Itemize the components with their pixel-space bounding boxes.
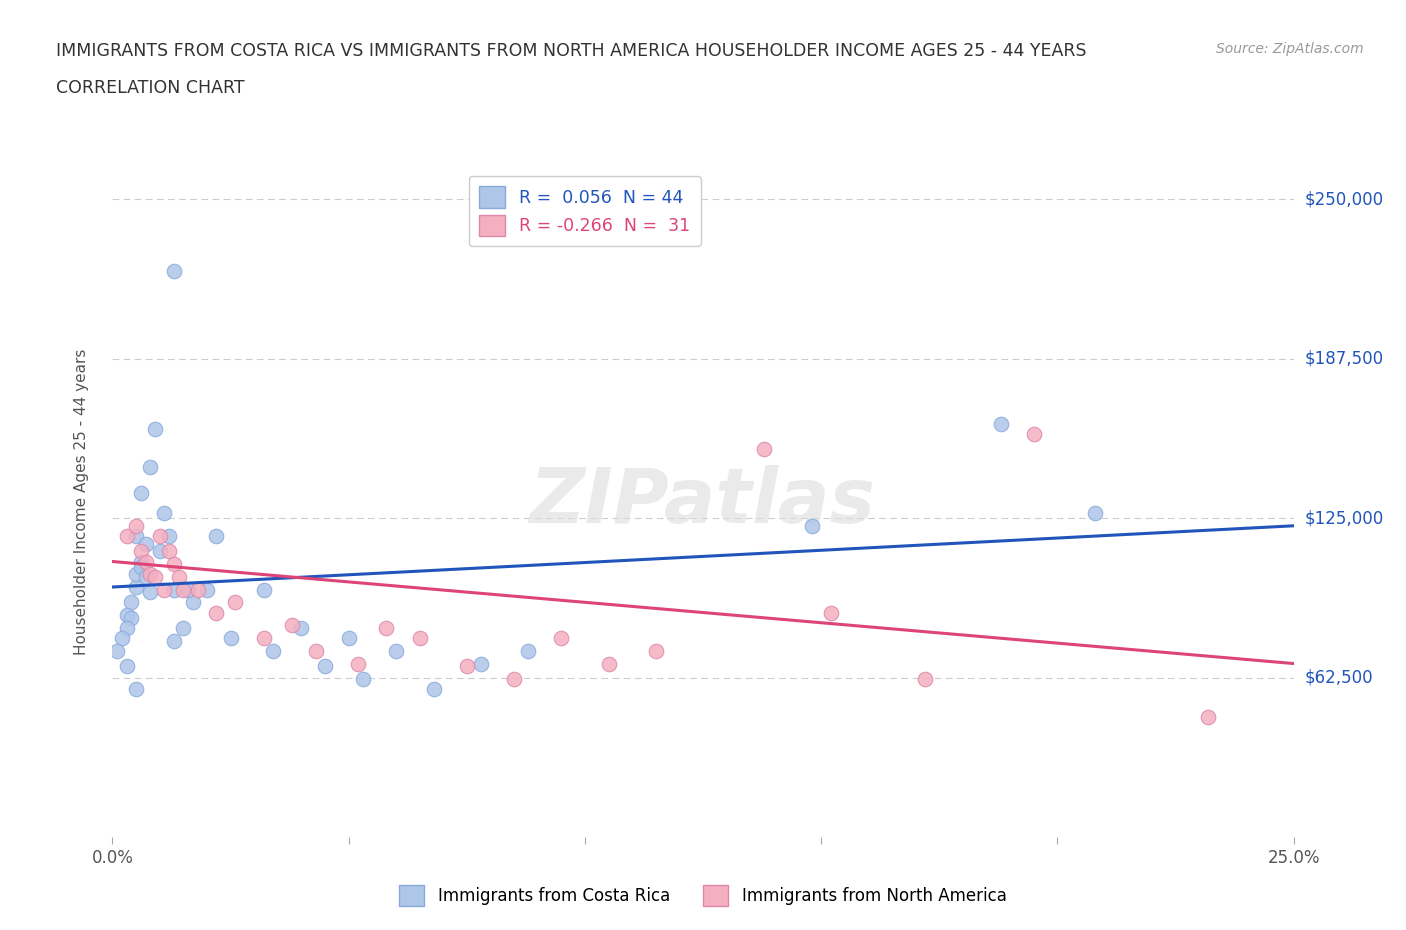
Point bbox=[598, 656, 620, 671]
Point bbox=[167, 569, 190, 584]
Point bbox=[172, 582, 194, 597]
Point bbox=[163, 263, 186, 278]
Point bbox=[115, 658, 138, 673]
Point bbox=[262, 644, 284, 658]
Point bbox=[820, 605, 842, 620]
Point bbox=[120, 595, 142, 610]
Point bbox=[149, 528, 172, 543]
Y-axis label: Householder Income Ages 25 - 44 years: Householder Income Ages 25 - 44 years bbox=[75, 349, 89, 656]
Point bbox=[115, 607, 138, 622]
Text: CORRELATION CHART: CORRELATION CHART bbox=[56, 79, 245, 97]
Point bbox=[120, 610, 142, 625]
Point bbox=[456, 658, 478, 673]
Point bbox=[157, 544, 180, 559]
Point bbox=[143, 569, 166, 584]
Legend: Immigrants from Costa Rica, Immigrants from North America: Immigrants from Costa Rica, Immigrants f… bbox=[392, 879, 1014, 912]
Point bbox=[139, 566, 162, 581]
Point bbox=[125, 566, 148, 581]
Point bbox=[153, 506, 176, 521]
Text: IMMIGRANTS FROM COSTA RICA VS IMMIGRANTS FROM NORTH AMERICA HOUSEHOLDER INCOME A: IMMIGRANTS FROM COSTA RICA VS IMMIGRANTS… bbox=[56, 42, 1087, 60]
Point bbox=[1022, 427, 1045, 442]
Point bbox=[157, 528, 180, 543]
Point bbox=[517, 644, 540, 658]
Text: $250,000: $250,000 bbox=[1305, 191, 1384, 208]
Text: $187,500: $187,500 bbox=[1305, 350, 1384, 367]
Point bbox=[195, 582, 218, 597]
Point bbox=[754, 442, 776, 457]
Text: $62,500: $62,500 bbox=[1305, 669, 1374, 686]
Point bbox=[914, 671, 936, 686]
Point bbox=[139, 585, 162, 600]
Point bbox=[177, 582, 200, 597]
Point bbox=[352, 671, 374, 686]
Point bbox=[1198, 710, 1220, 724]
Point bbox=[129, 559, 152, 574]
Point bbox=[129, 554, 152, 569]
Point bbox=[408, 631, 430, 645]
Point bbox=[111, 631, 134, 645]
Point bbox=[990, 417, 1012, 432]
Point bbox=[253, 582, 276, 597]
Point bbox=[125, 518, 148, 533]
Point bbox=[205, 528, 228, 543]
Point bbox=[115, 528, 138, 543]
Point bbox=[550, 631, 572, 645]
Point bbox=[290, 620, 312, 635]
Point bbox=[375, 620, 398, 635]
Point bbox=[115, 620, 138, 635]
Point bbox=[125, 579, 148, 594]
Point bbox=[105, 644, 128, 658]
Point bbox=[337, 631, 360, 645]
Point bbox=[163, 582, 186, 597]
Point bbox=[143, 421, 166, 436]
Point bbox=[503, 671, 526, 686]
Legend: R =  0.056  N = 44, R = -0.266  N =  31: R = 0.056 N = 44, R = -0.266 N = 31 bbox=[470, 176, 700, 246]
Point bbox=[149, 544, 172, 559]
Point bbox=[224, 595, 246, 610]
Point bbox=[125, 528, 148, 543]
Point bbox=[186, 582, 208, 597]
Point bbox=[1084, 506, 1107, 521]
Point bbox=[800, 518, 823, 533]
Point bbox=[644, 644, 666, 658]
Point bbox=[135, 554, 157, 569]
Point bbox=[470, 656, 492, 671]
Point bbox=[385, 644, 408, 658]
Point bbox=[347, 656, 370, 671]
Point bbox=[281, 618, 304, 632]
Point bbox=[163, 557, 186, 572]
Point bbox=[139, 459, 162, 474]
Point bbox=[253, 631, 276, 645]
Point bbox=[205, 605, 228, 620]
Point bbox=[219, 631, 242, 645]
Text: ZIPatlas: ZIPatlas bbox=[530, 465, 876, 539]
Point bbox=[304, 644, 326, 658]
Point bbox=[129, 485, 152, 500]
Point bbox=[422, 682, 444, 697]
Point bbox=[314, 658, 336, 673]
Point bbox=[153, 582, 176, 597]
Text: Source: ZipAtlas.com: Source: ZipAtlas.com bbox=[1216, 42, 1364, 56]
Point bbox=[172, 620, 194, 635]
Point bbox=[129, 544, 152, 559]
Point bbox=[181, 595, 204, 610]
Point bbox=[135, 569, 157, 584]
Point bbox=[163, 633, 186, 648]
Point bbox=[125, 682, 148, 697]
Point bbox=[135, 537, 157, 551]
Text: $125,000: $125,000 bbox=[1305, 509, 1384, 527]
